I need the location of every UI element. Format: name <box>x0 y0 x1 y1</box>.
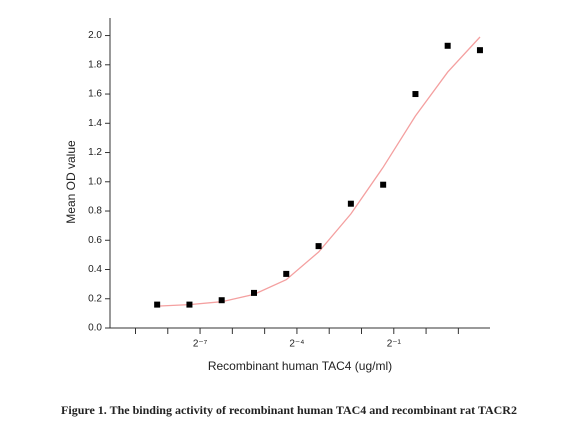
y-tick-label: 0.4 <box>88 264 102 275</box>
y-tick-label: 1.6 <box>88 89 102 100</box>
data-point <box>444 42 451 49</box>
caption: Figure 1. The binding activity of recomb… <box>61 403 517 417</box>
y-tick-label: 2.0 <box>88 30 102 41</box>
y-tick-label: 0.2 <box>88 293 102 304</box>
y-tick-label: 0.8 <box>88 206 102 217</box>
fit-curve <box>157 36 481 307</box>
data-point <box>218 297 225 304</box>
x-axis-label: Recombinant human TAC4 (ug/ml) <box>208 359 392 373</box>
y-tick-label: 1.0 <box>88 176 102 187</box>
y-axis-label: Mean OD value <box>64 140 78 224</box>
y-tick-label: 1.4 <box>88 118 102 129</box>
y-tick-label: 1.8 <box>88 59 102 70</box>
y-tick-label: 1.2 <box>88 147 102 158</box>
y-tick-label: 0.0 <box>88 323 102 334</box>
data-point <box>380 181 387 188</box>
x-tick-label: 2⁻⁷ <box>193 339 208 350</box>
data-point <box>476 47 483 54</box>
x-tick-label: 2⁻⁴ <box>289 339 304 350</box>
data-point <box>347 200 354 207</box>
data-point <box>250 289 257 296</box>
data-point <box>315 243 322 250</box>
data-point <box>412 91 419 98</box>
y-tick-label: 0.6 <box>88 235 102 246</box>
data-point <box>154 301 161 308</box>
data-point <box>283 270 290 277</box>
data-point <box>186 301 193 308</box>
x-tick-label: 2⁻¹ <box>387 339 402 350</box>
